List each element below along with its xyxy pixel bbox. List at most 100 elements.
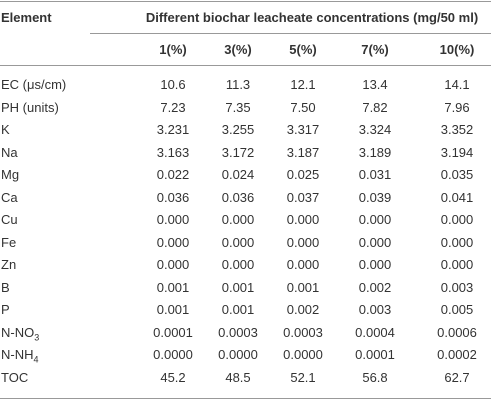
row-label-subscript: 4	[33, 354, 39, 365]
cell: 7.96	[444, 99, 470, 115]
cell: 0.000	[156, 257, 190, 272]
column-header: 3(%)	[224, 42, 252, 57]
cell: 0.002	[358, 279, 392, 295]
row-label-text: EC (μs/cm)	[1, 77, 67, 92]
row-label-text: PH (units)	[1, 99, 59, 115]
cell: 0.036	[156, 189, 190, 205]
cell: 0.037	[286, 189, 320, 205]
row-label-text: Na	[1, 144, 18, 160]
cell: 0.035	[440, 167, 474, 182]
cell: 0.0001	[153, 324, 193, 340]
row-label: Na	[1, 145, 18, 161]
cell: 0.000	[286, 212, 320, 227]
cell: 56.8	[362, 369, 388, 385]
cell: 0.0000	[283, 347, 323, 362]
cell: 0.0003	[283, 324, 323, 340]
row-label-text: Cu	[1, 212, 18, 227]
cell: 3.163	[156, 144, 190, 160]
top-rule	[0, 1, 491, 2]
row-label-text: Fe	[1, 234, 17, 250]
cell: 62.7	[444, 369, 470, 385]
cell: 0.024	[221, 167, 255, 182]
header-group: Different biochar leacheate concentratio…	[145, 10, 479, 25]
cell: 11.3	[225, 77, 251, 92]
row-label-text: P	[1, 302, 10, 317]
cell: 0.001	[286, 279, 320, 295]
cell: 3.194	[440, 144, 474, 160]
cell: 0.001	[156, 279, 190, 295]
cell: 0.000	[286, 234, 320, 250]
cell: 3.324	[358, 122, 392, 137]
cell: 0.000	[440, 212, 474, 227]
cell: 0.005	[440, 302, 474, 317]
row-label: Mg	[1, 167, 19, 183]
cell: 3.172	[221, 144, 255, 160]
cell: 0.000	[358, 257, 392, 272]
cell: 48.5	[225, 369, 251, 385]
group-rule	[90, 33, 491, 34]
cell: 7.82	[362, 99, 388, 115]
row-label-text: N-NH	[1, 347, 34, 362]
cell: 0.000	[440, 234, 474, 250]
cell: 0.001	[221, 279, 255, 295]
row-label-text: Mg	[1, 167, 20, 182]
cell: 0.000	[156, 234, 190, 250]
cell: 3.189	[358, 144, 392, 160]
cell: 0.002	[286, 302, 320, 317]
row-label: P	[1, 302, 10, 318]
cell: 0.000	[221, 212, 255, 227]
cell: 0.0002	[437, 347, 477, 362]
cell: 10.6	[160, 77, 186, 92]
cell: 0.001	[156, 302, 190, 317]
row-label: EC (μs/cm)	[1, 77, 66, 93]
row-label-text: B	[1, 279, 10, 295]
cell: 14.1	[444, 77, 470, 92]
cell: 0.000	[221, 257, 255, 272]
row-label-text: K	[1, 122, 10, 137]
row-label-text: Zn	[1, 257, 17, 272]
cell: 0.003	[440, 279, 474, 295]
cell: 0.041	[440, 189, 474, 205]
row-label: K	[1, 122, 10, 138]
cell: 0.000	[440, 257, 474, 272]
cell: 0.0000	[153, 347, 193, 362]
row-label: N-NH4	[1, 347, 39, 365]
column-header: 1(%)	[159, 42, 187, 57]
cell: 0.000	[358, 212, 392, 227]
cell: 3.352	[440, 122, 474, 137]
cell: 0.000	[286, 257, 320, 272]
row-label: Cu	[1, 212, 18, 228]
cell: 0.0004	[355, 324, 395, 340]
row-label: TOC	[1, 370, 28, 386]
column-header: 10(%)	[439, 42, 475, 57]
cell: 3.255	[221, 122, 255, 137]
cell: 52.1	[290, 369, 316, 385]
row-label: Zn	[1, 257, 16, 273]
row-label-subscript: 3	[34, 332, 40, 343]
header-element: Element	[1, 10, 52, 25]
cell: 13.4	[362, 77, 388, 92]
cell: 0.003	[358, 302, 392, 317]
cell: 3.187	[286, 144, 320, 160]
bottom-rule	[0, 398, 491, 399]
cell: 7.23	[160, 99, 186, 115]
row-label-text: TOC	[1, 369, 29, 385]
cell: 0.031	[358, 167, 392, 182]
column-header: 7(%)	[361, 42, 389, 57]
cell: 3.231	[156, 122, 190, 137]
cell: 0.000	[358, 234, 392, 250]
cell: 0.0000	[218, 347, 258, 362]
cell: 0.001	[221, 302, 255, 317]
row-label: Fe	[1, 235, 16, 251]
cell: 0.039	[358, 189, 392, 205]
cell: 0.025	[286, 167, 320, 182]
cell: 7.35	[225, 99, 251, 115]
row-label: B	[1, 280, 10, 296]
row-label: N-NO3	[1, 325, 40, 343]
header-rule	[0, 65, 491, 66]
cell: 7.50	[290, 99, 316, 115]
row-label: Ca	[1, 190, 18, 206]
cell: 0.000	[221, 234, 255, 250]
cell: 0.000	[156, 212, 190, 227]
